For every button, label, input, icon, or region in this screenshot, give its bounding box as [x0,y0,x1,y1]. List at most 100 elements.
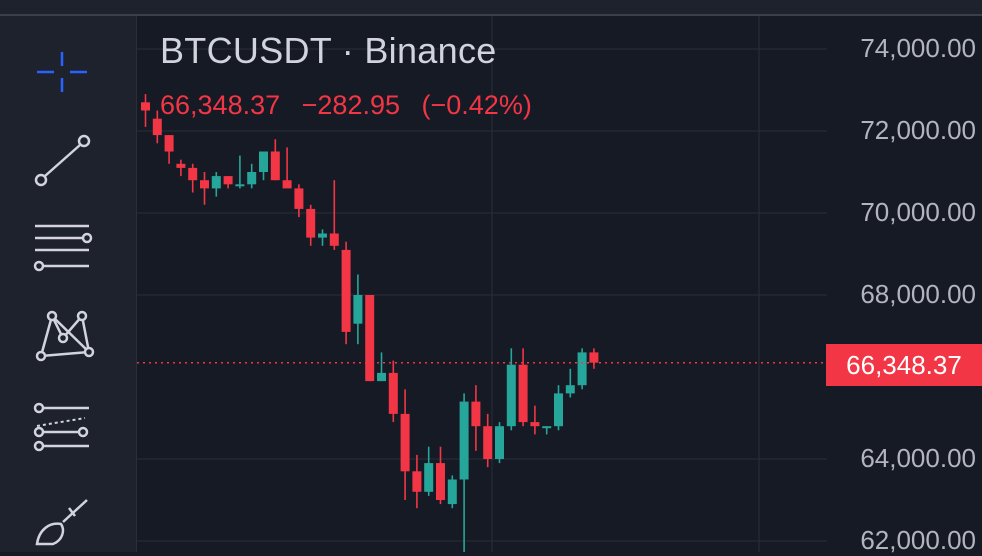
candle-body [164,135,174,152]
candle-body [377,372,386,382]
candle-body [436,463,445,500]
drawing-toolbar [0,16,137,552]
candle [412,454,422,509]
candle-body [341,249,351,332]
candle [436,446,445,505]
candle [318,229,327,246]
pattern-tool[interactable] [24,306,100,366]
fib-retracement-icon [33,224,93,272]
candle [247,163,257,189]
candle [176,159,186,177]
candle-body [235,184,245,187]
symbol-title[interactable]: BTCUSDT · Binance [160,30,497,72]
candle-body [447,479,457,505]
candle [223,176,233,189]
top-bar [0,0,982,16]
candle-body [259,151,268,172]
candle-body [318,233,327,238]
price-chart[interactable] [137,16,982,552]
candle-body [424,463,434,492]
candle-body [270,151,280,181]
candle [530,405,540,435]
candle-body [282,180,292,189]
candle [141,94,150,127]
candle [377,352,386,382]
candle [518,348,528,427]
candle-body [306,208,316,238]
candle [495,422,504,464]
candle-body [577,352,587,386]
candle-body [471,401,481,427]
crosshair-tool[interactable] [24,42,100,102]
candle [388,360,398,423]
candle-body [329,233,339,246]
candle-body [459,401,469,480]
legend-change: −282.95 [301,90,400,120]
price-legend: 66,348.37 −282.95 (−0.42%) [160,90,546,121]
candle-body [542,426,552,429]
candle-body [506,364,516,427]
projection-tool[interactable] [24,398,100,458]
candle [459,393,469,552]
candle [188,163,198,193]
candle-body [530,422,540,427]
candle [164,135,174,164]
candle [294,184,304,218]
candle-body [176,163,186,168]
price-axis-label: 74,000.00 [860,33,976,63]
legend-change-percent: (−0.42%) [421,90,532,120]
candle-body [554,393,563,427]
candle-series [141,94,599,552]
candle [483,413,493,468]
candle [400,389,410,500]
legend-last-price: 66,348.37 [160,90,281,120]
candle-body [400,413,410,472]
candle [211,172,221,197]
trend-line-tool[interactable] [24,130,100,190]
candle [235,155,245,189]
candle-body [200,180,209,189]
candle-body [247,172,257,185]
candle-body [188,167,198,181]
trend-line-icon [34,134,91,187]
symbol-name: BTCUSDT [160,30,332,71]
candle [341,241,351,345]
last-price-badge: 66,348.37 [826,344,982,386]
projection-icon [33,402,89,452]
candle [554,385,563,431]
candle [365,295,375,382]
candle [200,172,209,205]
exchange-name: Binance [364,30,497,71]
candle [259,151,268,181]
candle [589,348,599,369]
candle [506,348,516,431]
candle-body [223,176,233,185]
candle-body [365,295,375,382]
price-axis-label: 72,000.00 [860,115,976,145]
fib-retracement-tool[interactable] [24,218,100,278]
candle [565,368,575,398]
candle [353,274,363,345]
crosshair-icon [37,52,87,92]
candle [152,110,162,144]
price-axis-label: 62,000.00 [860,525,976,555]
candle-body [495,426,504,459]
candle [270,139,280,181]
candle-body [294,188,304,209]
candle [424,446,434,496]
candle [329,180,339,250]
brush-tool[interactable] [24,490,100,550]
candle-body [141,102,150,111]
candle-body [152,118,162,136]
candle [447,475,457,509]
brush-icon [35,499,88,546]
candle [577,348,587,390]
price-axis-label: 68,000.00 [860,279,976,309]
candle [542,426,552,435]
price-axis-label: 64,000.00 [860,443,976,473]
candle [306,204,316,246]
price-axis-label: 70,000.00 [860,197,976,227]
candle-body [565,385,575,394]
title-separator: · [341,30,355,71]
candle-body [211,176,221,189]
